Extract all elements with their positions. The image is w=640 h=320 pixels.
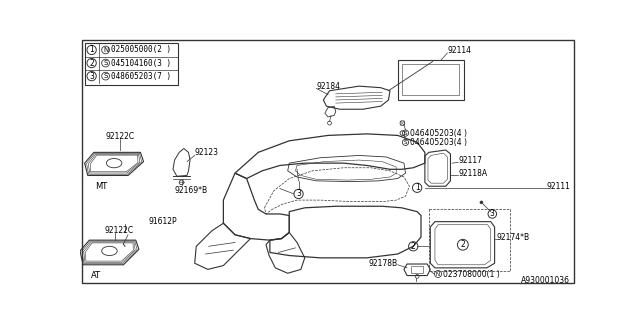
Text: N: N <box>436 271 440 276</box>
Text: 045104160(3 ): 045104160(3 ) <box>111 59 171 68</box>
Bar <box>397 60 463 100</box>
Text: 048605203(7 ): 048605203(7 ) <box>111 72 171 81</box>
Text: 2: 2 <box>89 59 94 68</box>
Text: 2: 2 <box>460 240 465 249</box>
Text: 92169*B: 92169*B <box>175 186 207 195</box>
Text: 92111: 92111 <box>547 182 570 191</box>
Text: 92174*B: 92174*B <box>497 233 530 242</box>
Text: 92117: 92117 <box>458 156 482 164</box>
Text: AT: AT <box>91 271 101 280</box>
Text: 92122C: 92122C <box>106 132 135 141</box>
Text: 1: 1 <box>415 183 419 192</box>
Text: A930001036: A930001036 <box>521 276 570 285</box>
Text: S: S <box>404 131 407 136</box>
Text: 92123: 92123 <box>195 148 219 157</box>
Text: 046405203(4 ): 046405203(4 ) <box>410 138 467 147</box>
Text: 92178B: 92178B <box>369 259 397 268</box>
Text: 92184: 92184 <box>316 82 340 91</box>
Text: MT: MT <box>95 182 108 191</box>
Text: 92114: 92114 <box>447 46 471 55</box>
Text: S: S <box>404 140 407 145</box>
Text: N: N <box>103 47 108 53</box>
Text: 92122C: 92122C <box>105 227 134 236</box>
Text: 92118A: 92118A <box>458 169 487 178</box>
Circle shape <box>480 201 483 204</box>
Text: 3: 3 <box>490 210 495 219</box>
Bar <box>411 266 423 273</box>
Text: S: S <box>104 60 108 66</box>
Text: 023708000(1 ): 023708000(1 ) <box>443 269 499 278</box>
Text: 1: 1 <box>89 45 94 54</box>
Text: 91612P: 91612P <box>148 217 177 226</box>
Text: 3: 3 <box>89 72 94 81</box>
Text: 025005000(2 ): 025005000(2 ) <box>111 45 171 54</box>
Bar <box>429 209 510 271</box>
Text: 2: 2 <box>411 242 415 251</box>
Bar <box>84 43 178 84</box>
Text: S: S <box>104 73 108 79</box>
Text: 3: 3 <box>296 189 301 198</box>
Bar <box>403 64 459 95</box>
Text: 046405203(4 ): 046405203(4 ) <box>410 129 467 138</box>
